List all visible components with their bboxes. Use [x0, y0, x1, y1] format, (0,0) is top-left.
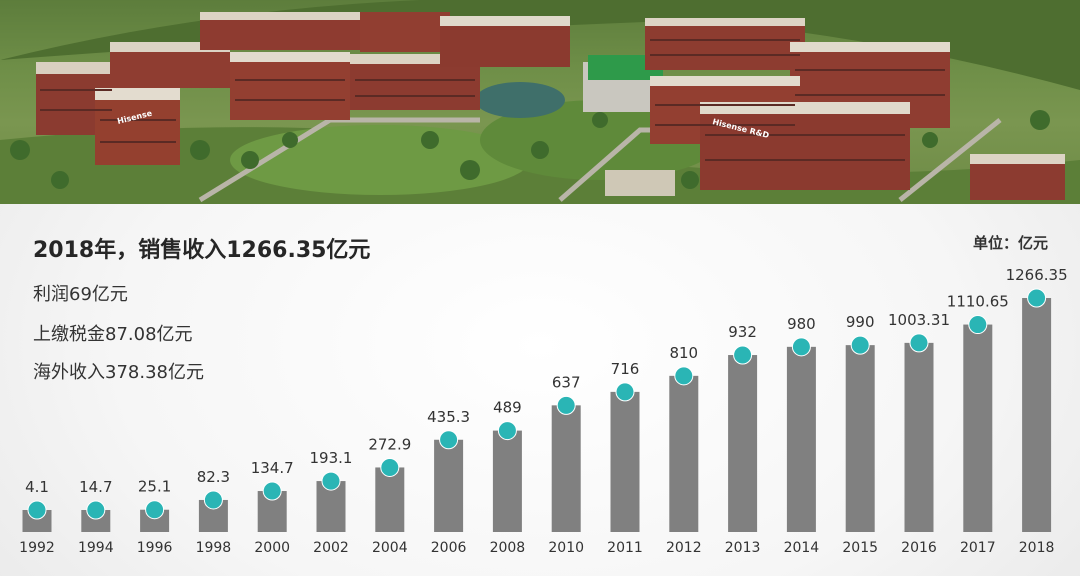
marker-1996	[145, 500, 165, 520]
x-tick-2002: 2002	[313, 540, 349, 556]
x-tick-2014: 2014	[784, 540, 820, 556]
marker-2016	[909, 333, 929, 353]
bar-2016	[904, 342, 934, 532]
value-label-2013: 932	[728, 323, 757, 341]
x-tick-1996: 1996	[137, 540, 173, 556]
value-label-1996: 25.1	[138, 478, 171, 496]
x-tick-2008: 2008	[490, 540, 526, 556]
marker-1994	[86, 500, 106, 520]
bar-2015	[845, 345, 875, 532]
value-label-1992: 4.1	[25, 478, 49, 496]
marker-2006	[439, 430, 459, 450]
value-label-2008: 489	[493, 399, 522, 417]
x-tick-2004: 2004	[372, 540, 408, 556]
marker-2000	[262, 481, 282, 501]
bar-2017	[963, 324, 993, 532]
marker-2002	[321, 471, 341, 491]
revenue-bar-chart: 4.1 14.7 25.1 82.3 134.7 193.1 272.9 435.3 489 63…	[19, 266, 1068, 556]
x-tick-1998: 1998	[196, 540, 232, 556]
marker-2018	[1027, 288, 1047, 308]
bar-2013	[728, 355, 758, 532]
value-label-2004: 272.9	[368, 435, 411, 453]
value-label-2014: 980	[787, 315, 816, 333]
value-label-2006: 435.3	[427, 408, 470, 426]
tax-stat: 上缴税金87.08亿元	[33, 324, 193, 345]
bar-2011	[610, 391, 640, 532]
marker-2012	[674, 366, 694, 386]
marker-2011	[615, 382, 635, 402]
x-tick-2016: 2016	[901, 540, 937, 556]
campus-aerial-photo: Hisense Hisense R&D	[0, 0, 1080, 204]
marker-2010	[556, 395, 576, 415]
marker-2017	[968, 315, 988, 335]
value-label-2000: 134.7	[251, 459, 294, 477]
x-tick-2006: 2006	[431, 540, 467, 556]
marker-1992	[27, 500, 47, 520]
x-tick-2015: 2015	[842, 540, 878, 556]
x-tick-2012: 2012	[666, 540, 702, 556]
value-label-2002: 193.1	[310, 449, 353, 467]
value-label-1998: 82.3	[197, 468, 230, 486]
headline: 2018年，销售收入1266.35亿元	[33, 238, 371, 263]
overseas-revenue-stat: 海外收入378.38亿元	[33, 362, 204, 383]
bar-2004	[375, 467, 405, 532]
value-label-2010: 637	[552, 373, 581, 391]
value-label-2011: 716	[611, 360, 640, 378]
marker-2015	[850, 335, 870, 355]
x-tick-1992: 1992	[19, 540, 55, 556]
x-tick-2017: 2017	[960, 540, 996, 556]
x-tick-1994: 1994	[78, 540, 114, 556]
value-label-2015: 990	[846, 313, 875, 331]
x-tick-2013: 2013	[725, 540, 761, 556]
marker-2004	[380, 457, 400, 477]
campus-illustration: Hisense Hisense R&D	[0, 0, 1080, 204]
marker-2013	[733, 345, 753, 365]
bar-2018	[1022, 298, 1052, 532]
marker-2014	[791, 337, 811, 357]
value-label-2016: 1003.31	[888, 311, 950, 329]
profit-stat: 利润69亿元	[33, 284, 128, 305]
value-label-2018: 1266.35	[1006, 266, 1068, 284]
bar-2014	[786, 346, 816, 532]
bar-2012	[669, 375, 699, 532]
bar-2010	[551, 405, 581, 532]
marker-1998	[203, 490, 223, 510]
bar-2006	[434, 439, 464, 532]
bar-2008	[492, 430, 522, 532]
x-tick-2010: 2010	[548, 540, 584, 556]
marker-2008	[497, 421, 517, 441]
x-tick-2011: 2011	[607, 540, 643, 556]
x-tick-2000: 2000	[254, 540, 290, 556]
value-label-1994: 14.7	[79, 478, 112, 496]
value-label-2012: 810	[669, 344, 698, 362]
value-label-2017: 1110.65	[947, 293, 1009, 311]
unit-label: 单位：亿元	[972, 234, 1048, 252]
x-tick-2018: 2018	[1019, 540, 1055, 556]
